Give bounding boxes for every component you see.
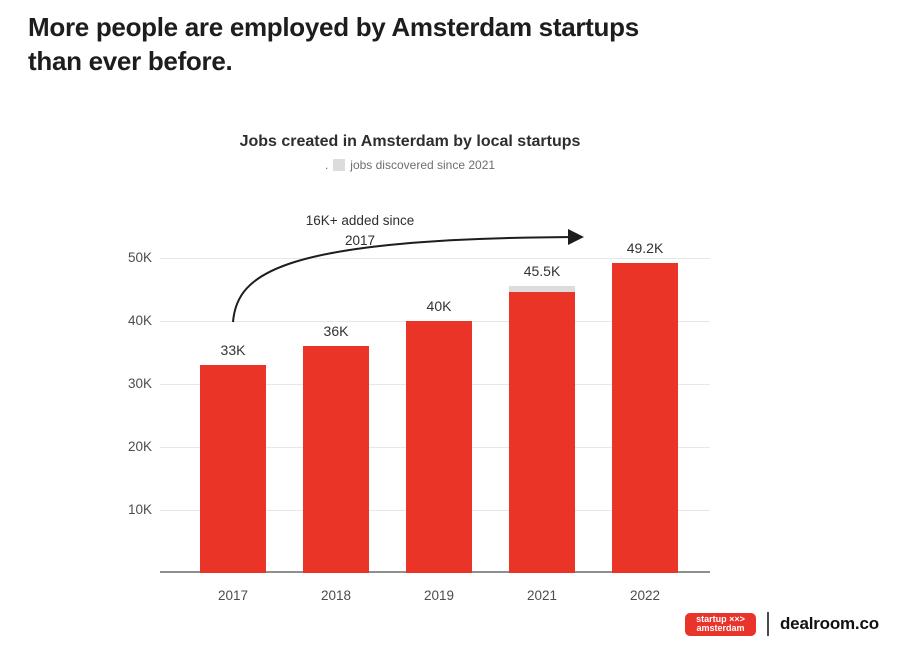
gridline-50K <box>160 258 710 259</box>
startup-amsterdam-logo-line2: amsterdam <box>696 623 745 633</box>
bar-2017 <box>200 365 266 573</box>
chart-title: Jobs created in Amsterdam by local start… <box>239 133 581 150</box>
y-axis-tick-label: 10K <box>127 502 152 517</box>
headline: More people are employed by Amsterdam st… <box>28 10 808 78</box>
bar-value-label: 40K <box>426 298 452 314</box>
annotation-line2: 2017 <box>344 233 376 248</box>
bar-2018 <box>303 346 369 573</box>
bar-2021 <box>509 286 575 573</box>
x-axis-tick-label: 2017 <box>217 588 249 603</box>
x-axis-tick-label: 2022 <box>629 588 661 603</box>
x-axis-tick-label: 2018 <box>320 588 352 603</box>
bar-overlay-2021 <box>509 286 575 292</box>
bar-value-label: 33K <box>220 342 246 358</box>
legend-prefix: . <box>324 158 329 172</box>
headline-line1: More people are employed by Amsterdam st… <box>28 12 639 42</box>
legend-swatch-icon <box>333 159 346 171</box>
y-axis-tick-label: 50K <box>127 250 152 265</box>
dealroom-logo: dealroom.co <box>780 614 879 633</box>
x-axis-tick-label: 2019 <box>423 588 455 603</box>
x-axis-tick-label: 2021 <box>526 588 558 603</box>
legend-label: jobs discovered since 2021 <box>350 158 496 172</box>
bar-2022 <box>612 263 678 573</box>
chart-annotation: 16K+ added since 2017 <box>270 211 450 251</box>
annotation-line1: 16K+ added since <box>305 213 415 228</box>
chart-header: Jobs created in Amsterdam by local start… <box>110 133 710 172</box>
footer-logos: startup ××> amsterdam dealroom.co <box>685 611 879 637</box>
startup-amsterdam-logo: startup ××> amsterdam <box>685 612 756 636</box>
headline-line2: than ever before. <box>28 46 233 76</box>
chart-legend: . jobs discovered since 2021 <box>110 158 710 172</box>
bar-value-label: 45.5K <box>523 263 561 279</box>
y-axis-tick-label: 20K <box>127 439 152 454</box>
y-axis-tick-label: 40K <box>127 313 152 328</box>
startup-amsterdam-logo-line1: startup ××> <box>696 614 745 624</box>
bar-value-label: 49.2K <box>626 240 664 256</box>
y-axis-tick-label: 30K <box>127 376 152 391</box>
bar-2019 <box>406 321 472 573</box>
footer-divider <box>767 612 769 636</box>
bar-value-label: 36K <box>323 323 349 339</box>
curved-arrow-icon <box>232 229 584 323</box>
